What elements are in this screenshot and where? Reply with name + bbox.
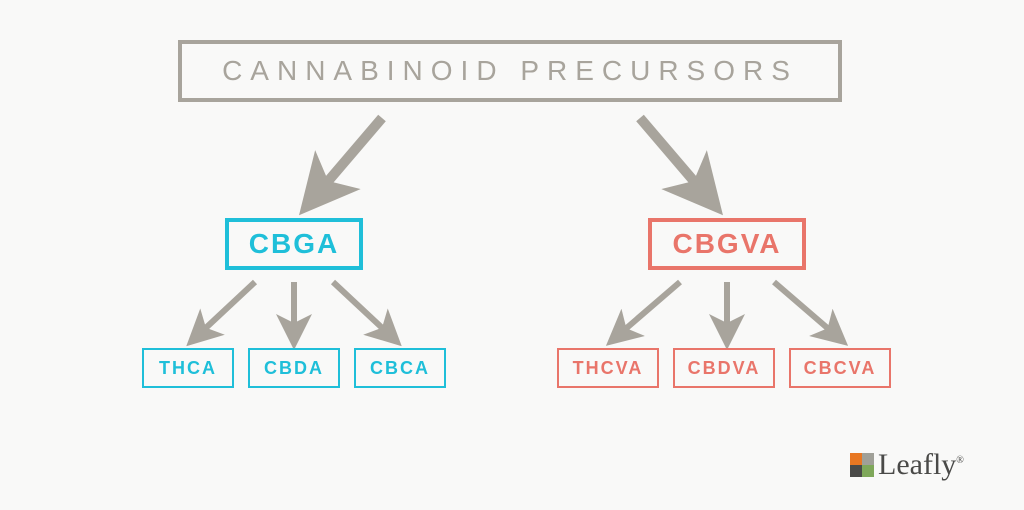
leafly-logo-icon	[850, 453, 874, 477]
node-cbdva-label: CBDVA	[688, 358, 761, 379]
node-thcva: THCVA	[557, 348, 659, 388]
node-cbda-label: CBDA	[264, 358, 324, 379]
node-cbda: CBDA	[248, 348, 340, 388]
node-cbga-label: CBGA	[249, 228, 339, 260]
node-thca-label: THCA	[159, 358, 217, 379]
node-cbca-label: CBCA	[370, 358, 430, 379]
node-cbdva: CBDVA	[673, 348, 775, 388]
node-thcva-label: THCVA	[573, 358, 644, 379]
node-cbgva: CBGVA	[648, 218, 806, 270]
node-cbga: CBGA	[225, 218, 363, 270]
node-cbcva: CBCVA	[789, 348, 891, 388]
leafly-logo-text: Leafly®	[878, 448, 964, 482]
node-cbcva-label: CBCVA	[804, 358, 877, 379]
node-cbgva-label: CBGVA	[672, 228, 781, 260]
arrows-layer	[0, 0, 1024, 510]
node-thca: THCA	[142, 348, 234, 388]
node-cbca: CBCA	[354, 348, 446, 388]
leafly-logo: Leafly®	[850, 448, 964, 482]
